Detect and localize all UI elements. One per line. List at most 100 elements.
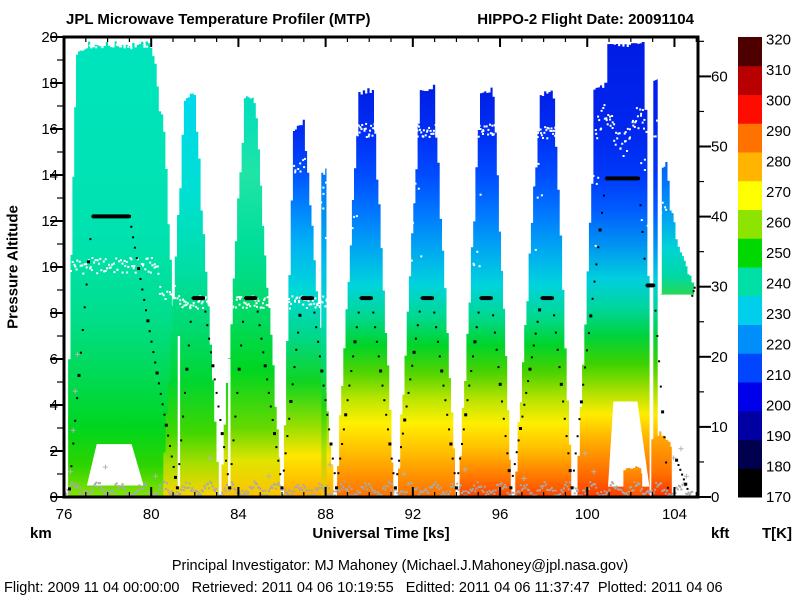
flight-date-title: HIPPO-2 Flight Date: 20091104 — [477, 11, 694, 28]
colorbar-band — [738, 468, 762, 498]
y-tick-label: 14 — [41, 167, 58, 184]
y-tick-label: 4 — [50, 397, 58, 414]
colorbar-band — [738, 410, 762, 440]
tick-labels: 76 80 84 88 92 96 100 1040246810121416182001020… — [41, 29, 791, 523]
profile-4b — [321, 168, 327, 496]
stub-left — [623, 466, 643, 496]
y-tick-label: 18 — [41, 75, 58, 92]
right-axis-unit: kft — [711, 525, 730, 542]
temperature-field — [68, 41, 695, 496]
colorbar-band — [738, 439, 762, 469]
profile-1 — [68, 41, 183, 496]
x-tick-label: 76 — [56, 506, 73, 523]
colorbar-band — [738, 324, 762, 354]
left-axis-unit: km — [30, 525, 52, 542]
data-gap-slit — [334, 347, 338, 487]
level-flight-segment — [646, 283, 654, 288]
colorbar-tick-label: 210 — [766, 367, 791, 384]
data-gap-slit — [455, 336, 458, 487]
profile-8 — [515, 90, 572, 496]
plot-frame — [62, 35, 700, 499]
level-flight-segment — [245, 296, 256, 301]
x-axis-label: Universal Time [ks] — [312, 525, 450, 542]
colorbar-band — [738, 209, 762, 239]
colorbar-tick-label: 320 — [766, 32, 791, 49]
kft-tick-label: 30 — [711, 279, 728, 296]
data-gap-slit — [510, 336, 514, 487]
x-tick-label: 92 — [404, 506, 421, 523]
kft-tick-label: 40 — [711, 209, 728, 226]
data-gap-slit — [228, 359, 231, 487]
data-gap-slit — [177, 336, 181, 487]
data-gap-slit — [571, 324, 574, 487]
colorbar-tick-label: 260 — [766, 215, 791, 232]
x-tick-label: 100 — [575, 506, 600, 523]
colorbar-band — [738, 65, 762, 95]
y-tick-label: 2 — [50, 443, 58, 460]
kft-tick-label: 0 — [711, 489, 719, 506]
profile-7 — [459, 87, 512, 496]
x-tick-label: 84 — [230, 506, 247, 523]
flight-track — [68, 176, 696, 491]
principal-investigator-line: Principal Investigator: MJ Mahoney (Mich… — [171, 558, 629, 574]
colorbar-band — [738, 94, 762, 124]
tropopause-dots — [70, 42, 668, 310]
colorbar-tick-label: 310 — [766, 62, 791, 79]
colorbar-band — [738, 37, 762, 67]
level-flight-segment — [605, 176, 639, 181]
colorbar-tick-label: 280 — [766, 154, 791, 171]
colorbar-tick-label: 200 — [766, 398, 791, 415]
profile-6 — [398, 84, 456, 496]
kft-tick-label: 20 — [711, 349, 728, 366]
profile-4 — [283, 119, 334, 496]
colorbar-band — [738, 295, 762, 325]
colorbar-unit: T[K] — [762, 525, 792, 542]
profile-2 — [163, 93, 219, 496]
colorbar-band — [738, 238, 762, 268]
data-gap-slit — [393, 336, 396, 487]
colorbar-band — [738, 180, 762, 210]
colorbar-tick-label: 240 — [766, 276, 791, 293]
stub-right — [651, 431, 672, 496]
colorbar-tick-label: 230 — [766, 306, 791, 323]
data-gap — [608, 401, 650, 487]
x-tick-label: 104 — [662, 506, 687, 523]
data-gaps — [86, 324, 650, 487]
colorbar-tick-label: 170 — [766, 489, 791, 506]
y-tick-label: 20 — [41, 29, 58, 46]
colorbar — [738, 37, 762, 498]
profile-11-tail — [660, 162, 695, 295]
kft-tick-label: 50 — [711, 138, 728, 155]
flight-timestamps-line: Flight: 2009 11 04 00:00:00 Retrieved: 2… — [4, 580, 723, 596]
level-flight-segment — [480, 296, 492, 301]
colorbar-band — [738, 123, 762, 153]
data-gap-slit — [280, 359, 283, 487]
y-tick-label: 0 — [50, 489, 58, 506]
x-tick-label: 96 — [492, 506, 509, 523]
profile-9-block — [577, 42, 650, 496]
level-flight-segment — [360, 296, 372, 301]
colorbar-tick-label: 270 — [766, 184, 791, 201]
colorbar-tick-label: 180 — [766, 459, 791, 476]
y-tick-label: 12 — [41, 213, 58, 230]
colorbar-band — [738, 353, 762, 383]
colorbar-tick-label: 290 — [766, 123, 791, 140]
colorbar-band — [738, 152, 762, 182]
profile-5 — [336, 88, 394, 496]
y-tick-label: 8 — [50, 305, 58, 322]
axis-ticks — [50, 35, 711, 499]
level-flight-segment — [301, 296, 313, 301]
y-tick-label: 6 — [50, 351, 58, 368]
x-tick-label: 88 — [317, 506, 334, 523]
y-tick-label: 10 — [41, 259, 58, 276]
x-tick-label: 80 — [143, 506, 160, 523]
level-flight-segment — [192, 296, 204, 301]
colorbar-band — [738, 267, 762, 297]
level-flight-segment — [421, 296, 433, 301]
colorbar-tick-label: 220 — [766, 337, 791, 354]
colorbar-tick-label: 190 — [766, 428, 791, 445]
level-flight-segment — [541, 296, 553, 301]
profile-10-spike — [653, 79, 658, 496]
